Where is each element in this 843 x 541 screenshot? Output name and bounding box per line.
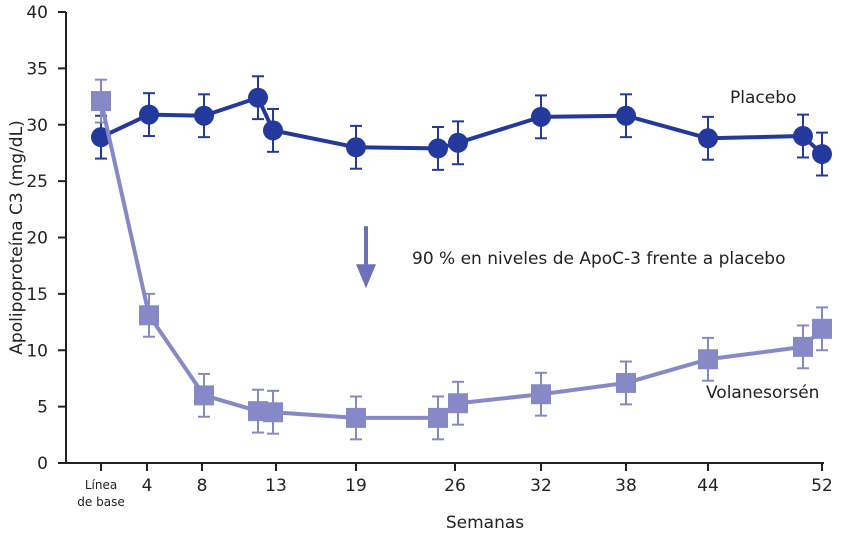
- y-axis-title: Apolipoproteína C3 (mg/dL): [7, 120, 27, 354]
- data-point: [793, 336, 813, 357]
- data-point: [248, 87, 268, 108]
- axes: [58, 11, 824, 471]
- data-point: [812, 318, 832, 339]
- data-point: [346, 137, 366, 158]
- x-axis-title: Semanas: [446, 513, 524, 533]
- data-point: [139, 305, 159, 326]
- data-point: [698, 349, 718, 370]
- data-point: [616, 105, 636, 126]
- series-label-placebo: Placebo: [730, 88, 796, 108]
- x-tick-label: 4: [142, 476, 153, 496]
- series-layer: [91, 75, 832, 441]
- data-point: [448, 132, 468, 153]
- y-tick-label: 40: [26, 3, 48, 23]
- y-tick-label: 15: [26, 285, 48, 305]
- data-point: [428, 138, 448, 159]
- data-point: [194, 385, 214, 406]
- x-tick-label: 19: [345, 476, 367, 496]
- data-point: [346, 407, 366, 428]
- data-point: [812, 144, 832, 165]
- x-tick-label: 13: [265, 476, 287, 496]
- y-tick-label: 20: [26, 229, 48, 249]
- data-point: [194, 105, 214, 126]
- x-tick-label: 26: [444, 476, 466, 496]
- data-point: [698, 128, 718, 149]
- series-placebo: [91, 75, 832, 177]
- y-tick-label: 35: [26, 59, 48, 79]
- data-point: [91, 91, 111, 112]
- labels-layer: 0 5 10 15 20 25 30 35 40 Línea de base 4 8 13 19 26 32 38…: [7, 3, 833, 533]
- annotation-text: 90 % en niveles de ApoC-3 frente a place…: [412, 249, 786, 269]
- y-tick-label: 0: [37, 454, 48, 474]
- data-point: [793, 126, 813, 147]
- data-point: [139, 104, 159, 125]
- data-point: [428, 407, 448, 428]
- x-tick-label: 44: [697, 476, 719, 496]
- data-point: [448, 393, 468, 414]
- data-point: [531, 106, 551, 127]
- x-tick-label: de base: [77, 495, 124, 509]
- x-tick-label: 38: [615, 476, 637, 496]
- x-tick-label: Línea: [85, 478, 117, 492]
- series-label-volanesorsen: Volanesorsén: [706, 383, 819, 403]
- annotation-arrow-head: [356, 264, 376, 289]
- data-point: [531, 384, 551, 405]
- y-tick-label: 5: [37, 398, 48, 418]
- data-point: [263, 120, 283, 141]
- y-tick-label: 30: [26, 116, 48, 136]
- x-tick-label: 8: [197, 476, 208, 496]
- data-point: [263, 402, 283, 423]
- data-point: [616, 372, 636, 393]
- x-tick-label: 32: [530, 476, 552, 496]
- x-tick-label: 52: [811, 476, 833, 496]
- series-volanesorsen: [91, 78, 832, 441]
- y-tick-label: 10: [26, 341, 48, 361]
- y-tick-label: 25: [26, 172, 48, 192]
